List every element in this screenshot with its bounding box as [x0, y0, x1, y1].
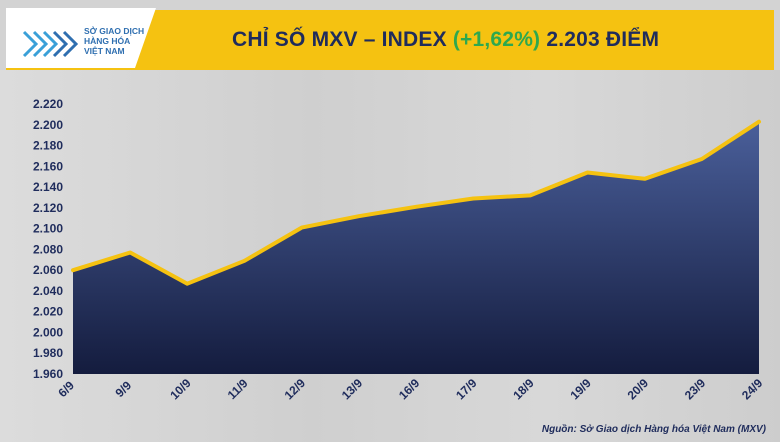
- y-tick-label: 2.060: [33, 263, 63, 277]
- x-tick-label: 19/9: [567, 376, 594, 403]
- data-point: [185, 282, 189, 286]
- data-point: [300, 226, 304, 230]
- x-tick-label: 18/9: [510, 376, 537, 403]
- y-tick-label: 2.180: [33, 139, 63, 153]
- x-tick-label: 10/9: [167, 376, 194, 403]
- title-prefix: CHỈ SỐ MXV – INDEX: [232, 28, 447, 51]
- x-tick-label: 20/9: [625, 376, 652, 403]
- y-tick-label: 2.100: [33, 222, 63, 236]
- mxv-logo-icon: [22, 30, 78, 58]
- x-tick-label: 9/9: [112, 378, 134, 400]
- y-axis: 1.960 1.980 2.000 2.020 2.040 2.060 2.080 2.100…: [33, 97, 63, 381]
- x-tick-label: 23/9: [682, 376, 709, 403]
- y-tick-label: 1.960: [33, 367, 63, 381]
- y-tick-label: 2.160: [33, 159, 63, 173]
- data-point: [700, 157, 704, 161]
- y-tick-label: 1.980: [33, 346, 63, 360]
- data-point: [71, 268, 75, 272]
- logo: SỞ GIAO DỊCH HÀNG HÓA VIỆT NAM: [6, 8, 156, 68]
- source-note: Nguồn: Sở Giao dịch Hàng hóa Việt Nam (M…: [541, 424, 766, 435]
- data-point: [528, 193, 532, 197]
- x-tick-label: 13/9: [339, 376, 366, 403]
- y-tick-label: 2.140: [33, 180, 63, 194]
- x-tick-label: 11/9: [225, 376, 251, 402]
- data-point: [243, 259, 246, 263]
- logo-text-line1: SỞ GIAO DỊCH: [84, 26, 145, 36]
- y-tick-label: 2.080: [33, 242, 63, 256]
- area-fill: [73, 121, 759, 374]
- title-value: 2.203 ĐIỂM: [546, 28, 660, 51]
- x-tick-label: 16/9: [396, 376, 423, 403]
- y-tick-label: 2.200: [33, 118, 63, 132]
- y-tick-label: 2.120: [33, 201, 63, 215]
- data-point: [357, 214, 361, 218]
- chart-title: CHỈ SỐ MXV – INDEX (+1,62%) 2.203 ĐIỂM: [232, 28, 659, 52]
- data-point: [757, 120, 761, 124]
- logo-text-line2: HÀNG HÓA: [84, 36, 131, 46]
- x-tick-label: 6/9: [55, 378, 77, 400]
- data-point: [414, 205, 418, 209]
- y-tick-label: 2.220: [33, 97, 63, 111]
- data-point: [586, 171, 589, 175]
- x-tick-label: 12/9: [282, 376, 309, 403]
- y-tick-label: 2.040: [33, 284, 63, 298]
- logo-text-line3: VIỆT NAM: [84, 46, 125, 56]
- x-tick-label: 17/9: [453, 376, 480, 403]
- x-tick-label: 24/9: [739, 376, 766, 403]
- data-point: [128, 251, 132, 254]
- y-tick-label: 2.000: [33, 325, 63, 339]
- title-change-percent: (+1,62%): [452, 28, 541, 51]
- data-point: [471, 197, 475, 200]
- y-tick-label: 2.020: [33, 305, 63, 319]
- data-point: [643, 177, 647, 181]
